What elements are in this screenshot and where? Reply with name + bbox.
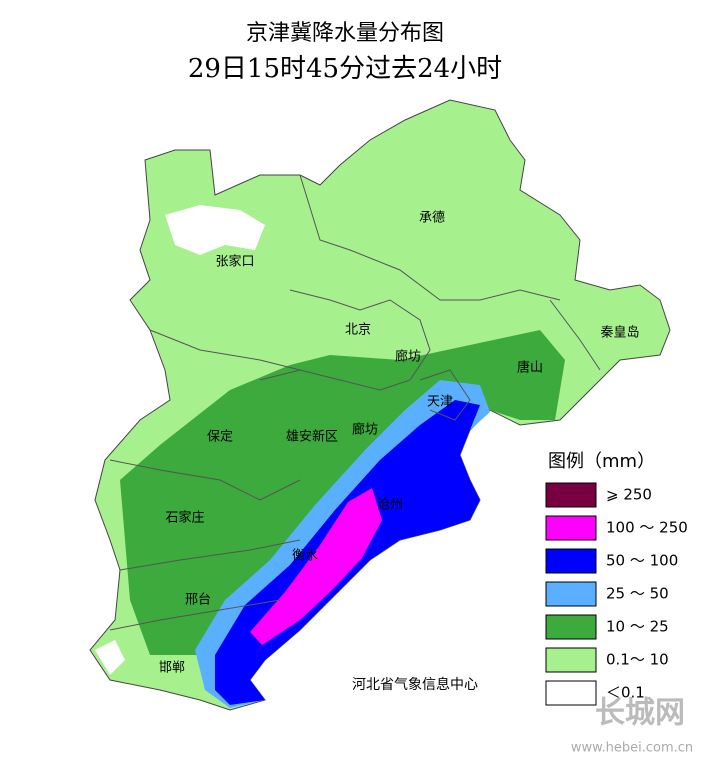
legend: 图例（mm） ⩾ 250 100 ～ 250 50 ～ 100 25 ～ 50 10 ～…: [545, 451, 688, 706]
region-magenta: [250, 488, 382, 645]
boundary: [419, 369, 471, 421]
legend-swatch: [545, 680, 597, 706]
boundary: [149, 329, 301, 371]
map: [89, 99, 671, 711]
legend-label: 50 ～ 100: [606, 552, 678, 570]
legend-title: 图例（mm）: [548, 451, 655, 472]
source: 河北省气象信息中心: [352, 676, 478, 693]
map-title: 京津冀降水量分布图: [246, 21, 444, 46]
city-label: 邢台: [185, 593, 211, 608]
city-label: 秦皇岛: [600, 325, 639, 341]
legend-swatch: [545, 581, 597, 607]
boundary: [549, 299, 601, 371]
city-label: 石家庄: [165, 510, 204, 526]
city-label: 廊坊: [352, 422, 378, 438]
legend-label: ＜0.1: [606, 684, 645, 702]
legend-label: 10 ～ 25: [606, 618, 669, 636]
legend-label: 100 ～ 250: [606, 519, 688, 537]
city-label: 保定: [207, 430, 233, 445]
city-label: 沧州: [377, 497, 403, 513]
city-label: 张家口: [215, 254, 254, 270]
watermark-url: www.hebei.com.cn: [571, 741, 693, 756]
city-label: 北京: [345, 323, 371, 338]
city-label: 唐山: [517, 360, 543, 376]
city-label: 雄安新区: [286, 429, 338, 445]
boundary: [259, 289, 431, 391]
city-label: 天津: [427, 395, 453, 410]
boundary: [299, 174, 561, 301]
watermark: 长城网: [595, 696, 685, 731]
region-dry: [165, 205, 265, 255]
city-label: 衡水: [292, 549, 318, 564]
map-subtitle: 29日15时45分过去24小时: [188, 54, 502, 84]
legend-label: 25 ～ 50: [606, 585, 669, 603]
boundary: [109, 599, 281, 631]
city-label: 邯郸: [159, 661, 185, 676]
legend-swatch: [545, 482, 597, 508]
boundary: [109, 459, 301, 501]
city-label: 廊坊: [395, 349, 421, 365]
legend-swatch: [545, 515, 597, 541]
city-label: 承德: [419, 211, 445, 226]
region-dry: [95, 640, 125, 675]
boundary: [119, 539, 301, 571]
legend-swatch: [545, 548, 597, 574]
legend-swatch: [545, 614, 597, 640]
legend-swatch: [545, 647, 597, 673]
city-labels: 张家口 承德 北京 廊坊 秦皇岛 唐山 天津 保定 雄安新区 廊坊 石家庄 沧州…: [159, 211, 640, 676]
legend-label: ⩾ 250: [606, 486, 652, 504]
legend-label: 0.1～ 10: [606, 651, 669, 669]
